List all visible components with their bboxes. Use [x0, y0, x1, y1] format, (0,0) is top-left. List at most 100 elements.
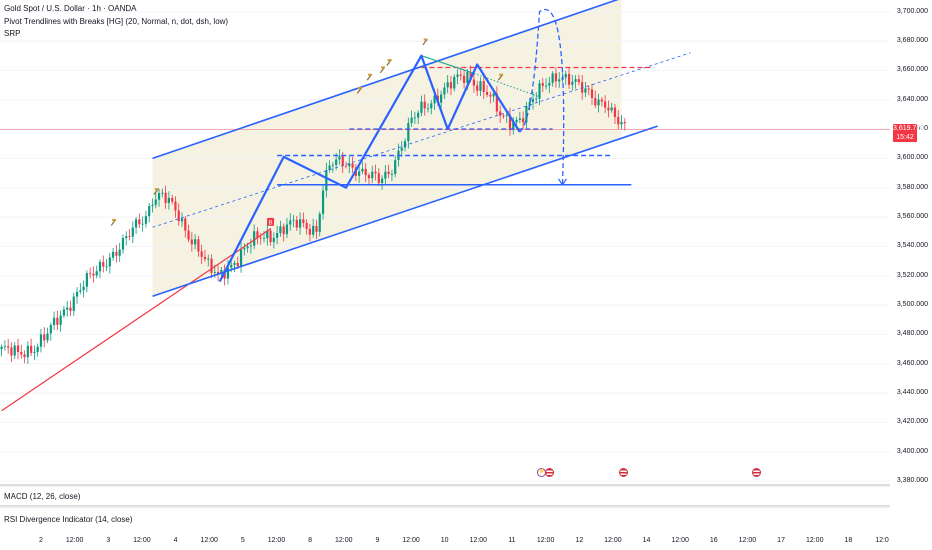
- time-tick-label: 5: [240, 537, 245, 544]
- candle-body: [49, 325, 52, 334]
- price-axis[interactable]: 3,700.0003,680.0003,660.0003,640.0003,62…: [890, 0, 932, 550]
- candle-body: [312, 225, 315, 235]
- us-flag-icon[interactable]: [752, 468, 761, 477]
- candle-body: [246, 246, 249, 249]
- candle-body: [361, 168, 364, 172]
- candle-body: [115, 251, 118, 256]
- candle-body: [276, 233, 279, 238]
- candle-body: [154, 199, 157, 205]
- candle-body: [289, 220, 292, 225]
- candle-body: [525, 106, 528, 123]
- candle-body: [413, 117, 416, 119]
- candle-body: [466, 71, 469, 83]
- candle-body: [62, 309, 66, 316]
- pivot-marker-head: [387, 59, 392, 62]
- last-price-value: 3,619.720: [893, 125, 925, 132]
- candle-body: [220, 269, 223, 274]
- candle-body: [95, 271, 98, 276]
- candle-body: [558, 79, 561, 82]
- time-tick-label: 9: [375, 537, 380, 544]
- price-chart[interactable]: B: [0, 0, 890, 484]
- pivot-marker-head: [367, 73, 372, 76]
- candle-body: [554, 73, 558, 82]
- candle-body: [348, 163, 351, 167]
- price-tick-label: 3,640.000: [896, 95, 928, 103]
- candle-body: [590, 89, 594, 99]
- symbol-legend[interactable]: Gold Spot / U.S. Dollar · 1h · OANDA: [4, 4, 137, 13]
- price-tick-label: 3,600.000: [896, 154, 928, 162]
- candle-body: [10, 347, 13, 356]
- pivot-marker: [153, 189, 159, 195]
- pane-separator[interactable]: [0, 484, 890, 487]
- candle-body: [210, 258, 213, 273]
- candle-body: [623, 122, 626, 124]
- indicator-legend-srp[interactable]: SRP: [4, 29, 21, 38]
- candle-body: [85, 273, 88, 287]
- pivot-trendline: [421, 55, 475, 74]
- candle-body: [495, 93, 498, 112]
- candle-body: [541, 83, 544, 86]
- candle-body: [318, 213, 321, 232]
- candle-body: [371, 171, 374, 179]
- macd-pane-label[interactable]: MACD (12, 26, close): [4, 492, 81, 501]
- candle-body: [538, 83, 541, 99]
- time-tick-label: 12:00: [334, 537, 353, 544]
- pane-separator[interactable]: [0, 505, 890, 508]
- candle-body: [584, 88, 587, 93]
- candle-body: [256, 231, 259, 238]
- rsi-pane-label[interactable]: RSI Divergence Indicator (14, close): [4, 515, 133, 524]
- time-tick-label: 12:00: [267, 537, 286, 544]
- candle-body: [98, 261, 102, 272]
- time-tick-label: 12:00: [402, 537, 420, 544]
- time-tick-label: 12:00: [536, 537, 555, 544]
- indicator-legend-pivot[interactable]: Pivot Trendlines with Breaks [HG] (20, N…: [4, 17, 229, 26]
- us-flag-icon[interactable]: [545, 468, 554, 477]
- break-label: [267, 217, 275, 226]
- candle-body: [148, 205, 151, 217]
- time-tick-label: 8: [308, 537, 313, 544]
- candle-body: [459, 74, 462, 76]
- price-tick-label: 3,420.000: [896, 418, 928, 426]
- candle-body: [440, 94, 443, 103]
- candle-body: [243, 248, 246, 250]
- pivot-marker-head: [499, 73, 504, 76]
- candle-body: [482, 81, 485, 93]
- candle-body: [613, 107, 617, 117]
- candle-body: [216, 271, 220, 274]
- candle-body: [384, 171, 387, 179]
- pivot-marker: [497, 74, 503, 81]
- channel-mid-line: [152, 52, 691, 228]
- break-label-text: B: [269, 220, 273, 226]
- candle-body: [577, 79, 580, 83]
- price-tick-label: 3,560.000: [896, 213, 928, 221]
- time-tick-label: 12:00: [65, 537, 84, 544]
- candle-body: [190, 239, 193, 245]
- candle-body: [298, 219, 302, 228]
- candle-body: [105, 266, 108, 268]
- candle-body: [102, 261, 105, 267]
- candle-body: [253, 231, 256, 246]
- candle-body: [128, 236, 131, 238]
- candle-body: [151, 204, 154, 206]
- candle-body: [249, 245, 252, 247]
- time-tick-label: 12:00: [133, 537, 151, 544]
- candle-body: [607, 107, 610, 111]
- time-tick-label: 12:00: [738, 537, 757, 544]
- time-tick-label: 12:0: [875, 537, 889, 544]
- us-flag-icon[interactable]: [619, 468, 628, 477]
- candle-body: [184, 218, 187, 231]
- candle-body: [548, 82, 551, 86]
- pivot-marker-head: [358, 86, 363, 89]
- candle-body: [171, 197, 174, 202]
- candle-body: [118, 249, 121, 256]
- candle-body: [489, 94, 492, 97]
- chart-canvas[interactable]: B: [0, 0, 890, 484]
- candle-body: [161, 192, 164, 194]
- candle-body: [551, 73, 554, 83]
- candle-body: [502, 115, 505, 117]
- pivot-marker-head: [154, 188, 159, 191]
- candle-body: [367, 175, 371, 179]
- candle-body: [180, 218, 184, 222]
- candle-body: [472, 79, 476, 86]
- price-tick-label: 3,400.000: [896, 447, 928, 455]
